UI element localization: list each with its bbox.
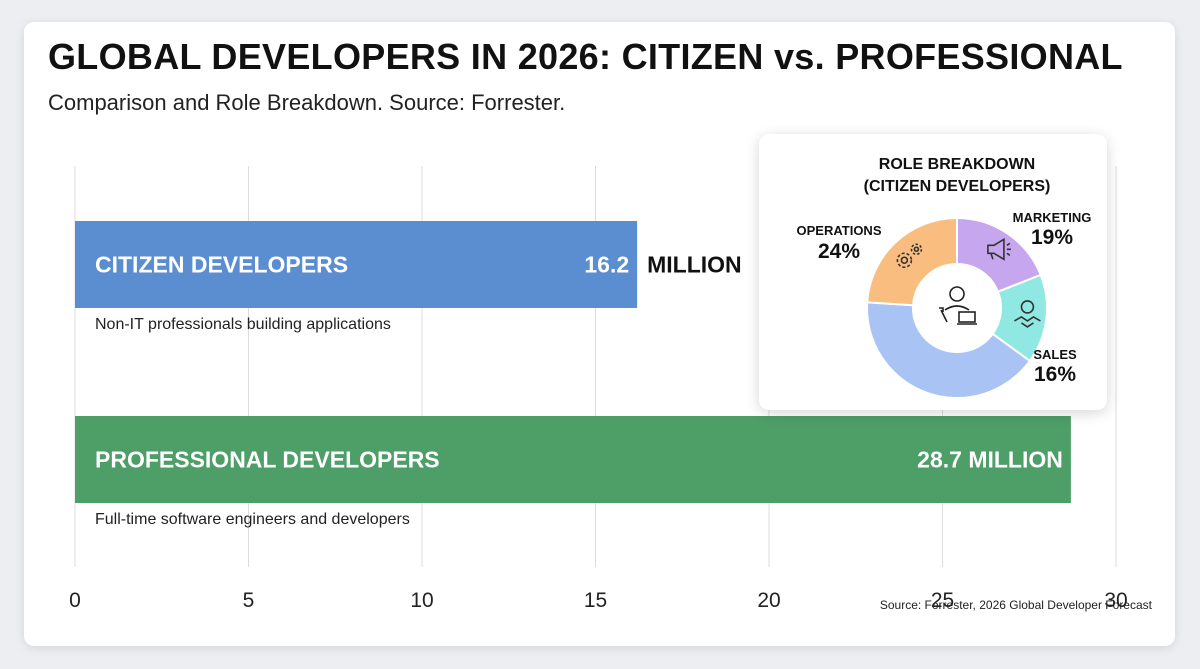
donut-slice-label: OPERATIONS: [797, 223, 882, 238]
source-note: Source: Forrester, 2026 Global Developer…: [879, 598, 1152, 612]
bar-category-label: CITIZEN DEVELOPERS: [95, 252, 348, 278]
bar-citizen: [75, 221, 638, 308]
megaphone-icon: [987, 237, 1011, 261]
role-breakdown-panel: ROLE BREAKDOWN (CITIZEN DEVELOPERS) MARKET…: [759, 134, 1107, 410]
x-tick-label: 10: [410, 589, 433, 612]
x-tick-label: 25: [931, 589, 954, 612]
donut-hole: [915, 266, 999, 350]
donut-slice-value: 16%: [1034, 363, 1076, 386]
donut-title: ROLE BREAKDOWN: [879, 156, 1035, 173]
bar-description: Non-IT professionals building applicatio…: [95, 316, 391, 333]
unit-label: MILLION: [647, 252, 742, 278]
donut-slice-label: SALES: [1033, 347, 1077, 362]
chart-subtitle: Comparison and Role Breakdown. Source: F…: [48, 90, 566, 115]
donut-slice-value: 19%: [1031, 226, 1073, 249]
role-breakdown-donut-chart: ROLE BREAKDOWN (CITIZEN DEVELOPERS) MARKET…: [797, 156, 1092, 399]
developer-laptop-icon: [939, 286, 977, 325]
donut-subtitle: (CITIZEN DEVELOPERS): [864, 178, 1051, 195]
x-tick-label: 0: [69, 589, 81, 612]
x-tick-label: 5: [243, 589, 255, 612]
bar-category-label: PROFESSIONAL DEVELOPERS: [95, 447, 440, 473]
bar-professional: [75, 416, 1071, 503]
gears-icon: [896, 243, 923, 269]
donut-slice: [866, 301, 1032, 399]
x-tick-label: 15: [584, 589, 607, 612]
x-tick-label: 20: [757, 589, 780, 612]
bar-value-label: 16.2: [584, 252, 629, 278]
donut-slice-value: 24%: [818, 240, 860, 263]
x-tick-label: 30: [1104, 589, 1127, 612]
chart-title: GLOBAL DEVELOPERS IN 2026: CITIZEN vs. P…: [48, 36, 1123, 77]
donut-slice-label: MARKETING: [1013, 210, 1092, 225]
bar-value-label: 28.7 MILLION: [917, 447, 1063, 473]
bar-description: Full-time software engineers and develop…: [95, 511, 410, 528]
donut-slice: [866, 216, 958, 307]
handshake-icon: [1014, 300, 1041, 328]
